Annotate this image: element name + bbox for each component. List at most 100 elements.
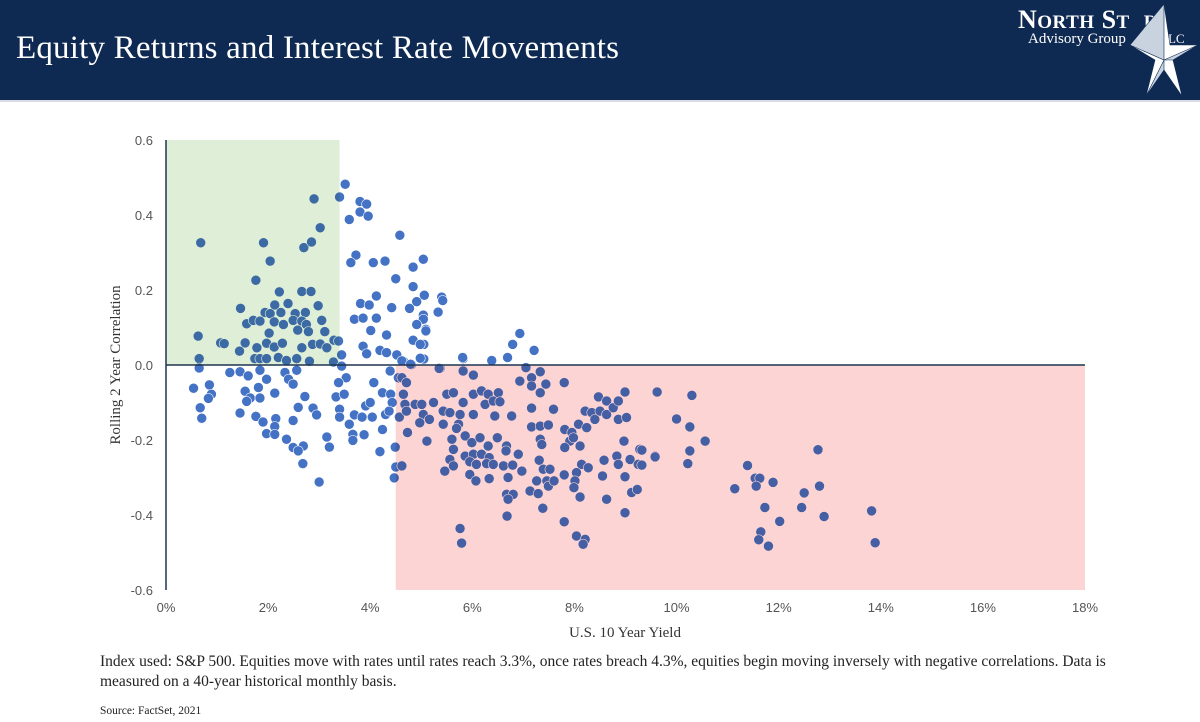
data-point xyxy=(261,373,272,385)
data-point xyxy=(345,257,357,268)
data-point xyxy=(292,402,304,413)
shaded-regions xyxy=(166,140,1085,590)
data-point xyxy=(368,377,380,388)
data-point xyxy=(324,441,335,453)
svg-text:Advisory Group: Advisory Group xyxy=(1028,31,1126,47)
data-point xyxy=(362,210,374,222)
data-point xyxy=(339,178,351,190)
data-point xyxy=(407,281,419,292)
data-point xyxy=(254,392,266,404)
positive-correlation-zone xyxy=(166,140,340,365)
data-point xyxy=(357,312,369,324)
x-tick-label: 6% xyxy=(463,600,482,615)
data-point xyxy=(297,458,309,469)
data-point xyxy=(321,431,333,443)
data-point xyxy=(234,407,246,419)
x-tick-label: 18% xyxy=(1072,600,1098,615)
data-point xyxy=(366,411,378,423)
x-tick-label: 0% xyxy=(157,600,176,615)
data-point xyxy=(364,397,376,408)
y-tick-label: -0.6 xyxy=(131,583,153,598)
data-point xyxy=(394,229,406,241)
y-axis-title: Rolling 2 Year Correlation xyxy=(108,285,124,445)
x-tick-label: 2% xyxy=(259,600,278,615)
y-tick-label: -0.4 xyxy=(131,508,153,523)
data-point xyxy=(269,429,281,440)
chart-caption: Index used: S&P 500. Equities move with … xyxy=(100,653,1106,690)
data-point xyxy=(381,329,392,341)
data-point xyxy=(333,377,344,388)
data-point xyxy=(349,313,360,325)
data-point xyxy=(371,312,382,324)
data-point xyxy=(514,328,526,339)
data-point xyxy=(356,411,368,423)
x-tick-label: 16% xyxy=(970,600,996,615)
data-point xyxy=(291,364,303,376)
data-point xyxy=(457,352,468,363)
data-point xyxy=(420,325,432,337)
data-point xyxy=(358,429,370,441)
data-point xyxy=(365,325,377,336)
x-tick-label: 14% xyxy=(868,600,894,615)
data-point xyxy=(350,249,362,261)
data-point xyxy=(253,382,264,393)
data-point xyxy=(390,273,402,285)
data-point xyxy=(384,365,396,377)
data-point xyxy=(292,445,304,457)
x-tick-label: 12% xyxy=(766,600,792,615)
data-point xyxy=(432,306,444,318)
data-point xyxy=(343,214,355,225)
data-point xyxy=(528,345,540,356)
header-banner: Equity Returns and Interest Rate Movemen… xyxy=(0,0,1200,102)
x-tick-labels: 0% 2% 4% 6% 8% 10% 12% 14% 16% 18% xyxy=(157,600,1099,615)
data-point xyxy=(414,352,426,364)
data-point xyxy=(419,289,430,301)
data-point xyxy=(383,405,395,417)
data-point xyxy=(338,388,350,400)
data-point xyxy=(361,348,372,360)
data-point xyxy=(343,418,355,430)
data-point xyxy=(250,411,262,422)
axes xyxy=(165,140,1085,590)
x-tick-label: 4% xyxy=(361,600,380,615)
scatter-chart: 0.6 0.4 0.2 0.0 -0.2 -0.4 -0.6 0% 2% 4% 6% 8% 10% 12… xyxy=(108,133,1099,641)
y-tick-label: 0.4 xyxy=(135,208,153,223)
data-point xyxy=(381,347,392,358)
x-axis-title: U.S. 10 Year Yield xyxy=(569,625,681,641)
data-point xyxy=(313,476,325,488)
page-title: Equity Returns and Interest Rate Movemen… xyxy=(16,30,620,66)
data-point xyxy=(188,382,199,394)
star-icon xyxy=(1128,3,1200,97)
data-point xyxy=(340,372,352,384)
data-point xyxy=(287,378,299,390)
data-point xyxy=(196,412,208,424)
data-point xyxy=(418,253,429,265)
y-tick-label: 0.6 xyxy=(135,133,153,148)
data-point xyxy=(204,379,215,391)
north-star-logo: NORTH STR Advisory Group LLC xyxy=(1018,3,1200,97)
data-point xyxy=(361,198,372,210)
data-point xyxy=(404,303,415,314)
data-point xyxy=(281,433,292,445)
y-tick-label: 0.2 xyxy=(135,283,153,298)
data-point xyxy=(411,296,422,307)
data-point xyxy=(414,339,426,350)
data-point xyxy=(254,364,266,376)
y-tick-labels: 0.6 0.4 0.2 0.0 -0.2 -0.4 -0.6 xyxy=(131,133,153,598)
data-point xyxy=(377,424,388,435)
data-point xyxy=(347,435,359,446)
data-point xyxy=(241,396,252,407)
x-tick-label: 8% xyxy=(565,600,584,615)
data-point xyxy=(386,302,397,313)
data-point xyxy=(374,446,386,457)
data-point xyxy=(486,355,498,366)
data-point xyxy=(287,415,299,426)
data-point xyxy=(355,298,366,309)
data-point xyxy=(371,290,382,302)
data-point xyxy=(407,261,419,273)
source-note: Source: FactSet, 2021 xyxy=(100,705,202,717)
data-point xyxy=(242,370,254,382)
data-point xyxy=(299,391,311,402)
data-point xyxy=(411,319,422,330)
data-point xyxy=(224,367,236,378)
